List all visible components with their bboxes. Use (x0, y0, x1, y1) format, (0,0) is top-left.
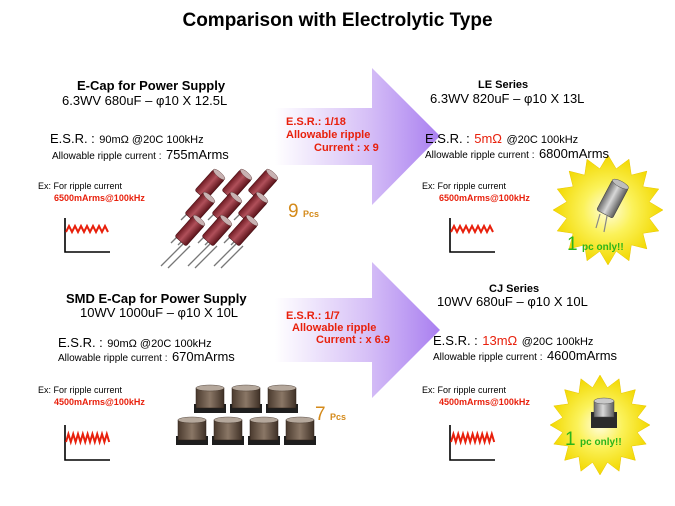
waveform-icon (64, 218, 110, 253)
esr-rest: @20C 100kHz (506, 134, 579, 146)
arrow-line-ripple: Allowable ripple (292, 322, 377, 334)
radial-capacitor (187, 214, 233, 269)
le-series-capacitor-image (595, 178, 629, 233)
badge-text: pc only!! (580, 437, 622, 448)
bottom-left-heading: SMD E-Cap for Power Supply (66, 291, 247, 306)
bottom-right-ex-value: 4500mArms@100kHz (439, 397, 530, 407)
bottom-left-ex-value: 4500mArms@100kHz (54, 397, 145, 407)
esr-highlight: 5mΩ (474, 131, 503, 146)
badge-text: pc only!! (582, 242, 624, 253)
top-arrow (275, 68, 440, 205)
smd-capacitor (176, 416, 208, 445)
top-right-heading: LE Series (478, 79, 529, 91)
top-right-ex-value: 6500mArms@100kHz (439, 193, 530, 203)
ripple-value: 670mArms (171, 349, 235, 364)
smd-capacitor (248, 416, 280, 445)
esr-rest: @20C 100kHz (521, 336, 594, 348)
ripple-label: Allowable ripple current : (52, 151, 162, 162)
cj-series-capacitor-image (591, 397, 617, 428)
badge-number: 1 (567, 234, 578, 255)
top-left-ex-value: 6500mArms@100kHz (54, 193, 145, 203)
top-left-ripple: Allowable ripple current : 755mArms (52, 146, 229, 164)
arrow-line-current: Current : x 9 (314, 142, 379, 154)
radial-capacitor (213, 214, 259, 269)
bottom-right-heading: CJ Series (489, 283, 540, 295)
count-number: 7 (315, 404, 326, 425)
esr-highlight: 13mΩ (482, 333, 518, 348)
bottom-badge: 1 pc only!! (565, 429, 622, 451)
top-count: 9 Pcs (288, 201, 319, 223)
top-arrow-text: E.S.R.: 1/18 Allowable ripple Current : … (286, 116, 379, 155)
top-right-ripple: Allowable ripple current : 6800mArms (425, 145, 609, 163)
arrow-line-esr: E.S.R.: 1/7 (286, 310, 340, 322)
badge-number: 1 (565, 429, 576, 450)
bottom-left-ripple: Allowable ripple current : 670mArms (58, 348, 235, 366)
ripple-label: Allowable ripple current : (433, 352, 543, 363)
bottom-arrow-text: E.S.R.: 1/7 Allowable ripple Current : x… (286, 310, 390, 346)
count-number: 9 (288, 201, 299, 222)
radial-capacitor (160, 214, 206, 269)
top-badge: 1 pc only!! (567, 234, 624, 256)
radial-capacitor-group (160, 168, 279, 269)
bottom-right-ex-label: Ex: For ripple current (422, 385, 507, 395)
ripple-label: Allowable ripple current : (58, 353, 168, 364)
page-title: Comparison with Electrolytic Type (182, 10, 493, 31)
esr-label: E.S.R. : (433, 333, 478, 348)
bottom-count: 7 Pcs (315, 404, 346, 426)
esr-value: 90mΩ @20C 100kHz (107, 338, 212, 350)
arrow-line-esr: E.S.R.: 1/18 (286, 116, 346, 128)
ripple-label: Allowable ripple current : (425, 150, 535, 161)
smd-capacitor-group (176, 384, 316, 445)
smd-capacitor (230, 384, 262, 413)
top-left-heading: E-Cap for Power Supply (77, 78, 226, 93)
top-right-ex-label: Ex: For ripple current (422, 181, 507, 191)
esr-label: E.S.R. : (58, 335, 103, 350)
arrow-line-current: Current : x 6.9 (316, 334, 390, 346)
bottom-left-spec: 10WV 1000uF – φ10 X 10L (80, 305, 239, 320)
top-left-esr: E.S.R. : 90mΩ @20C 100kHz (50, 130, 204, 148)
top-right-esr: E.S.R. : 5mΩ @20C 100kHz (425, 130, 578, 148)
esr-value: 90mΩ @20C 100kHz (99, 134, 204, 146)
top-left-spec: 6.3WV 680uF – φ10 X 12.5L (62, 93, 228, 108)
bottom-right-ripple: Allowable ripple current : 4600mArms (433, 347, 617, 365)
ripple-value: 755mArms (165, 147, 229, 162)
bottom-right-esr: E.S.R. : 13mΩ @20C 100kHz (433, 332, 593, 350)
waveform-icon (449, 218, 495, 253)
count-unit: Pcs (303, 209, 320, 219)
top-right-spec: 6.3WV 820uF – φ10 X 13L (430, 91, 585, 106)
waveform-icon (449, 425, 496, 461)
bottom-right-spec: 10WV 680uF – φ10 X 10L (437, 294, 588, 309)
waveform-icon (64, 425, 111, 461)
esr-label: E.S.R. : (425, 131, 470, 146)
smd-capacitor (266, 384, 298, 413)
bottom-arrow (275, 262, 440, 398)
ripple-value: 6800mArms (538, 146, 610, 161)
smd-capacitor (194, 384, 226, 413)
smd-capacitor (212, 416, 244, 445)
bottom-left-esr: E.S.R. : 90mΩ @20C 100kHz (58, 334, 212, 352)
bottom-left-ex-label: Ex: For ripple current (38, 385, 123, 395)
top-left-ex-label: Ex: For ripple current (38, 181, 123, 191)
esr-label: E.S.R. : (50, 131, 95, 146)
ripple-value: 4600mArms (546, 348, 618, 363)
arrow-line-ripple: Allowable ripple (286, 129, 371, 141)
count-unit: Pcs (330, 412, 347, 422)
smd-capacitor (284, 416, 316, 445)
